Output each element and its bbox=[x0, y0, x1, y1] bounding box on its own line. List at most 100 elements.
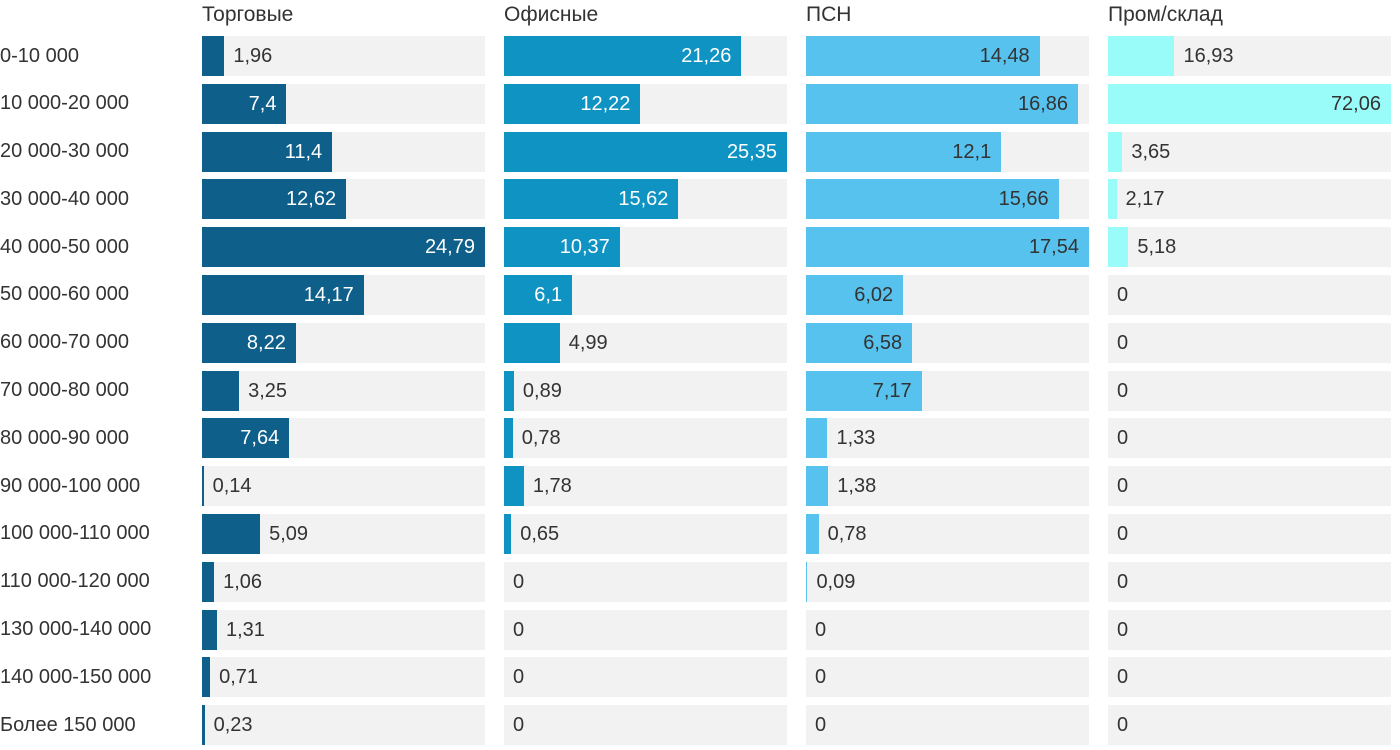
chart-row: 140 000-150 000 0,71 0 0 0 bbox=[0, 657, 1400, 698]
category-label: 10 000-20 000 bbox=[0, 92, 130, 115]
value-label: 0 bbox=[1117, 522, 1129, 545]
bar-track: 0 bbox=[504, 657, 787, 698]
value-label: 10,37 bbox=[559, 236, 610, 259]
bar-track: 0,78 bbox=[806, 513, 1089, 554]
value-label: 0 bbox=[815, 666, 827, 689]
value-label: 0,78 bbox=[521, 427, 561, 450]
bar bbox=[806, 227, 1089, 268]
bar bbox=[202, 657, 211, 698]
bar-track: 16,93 bbox=[1108, 36, 1391, 76]
bar-track: 0 bbox=[1108, 466, 1391, 507]
bar bbox=[1108, 131, 1123, 172]
bar-track: 0 bbox=[1108, 370, 1391, 411]
bar bbox=[806, 370, 922, 411]
bar-track: 3,65 bbox=[1108, 131, 1391, 172]
header-spacer bbox=[0, 0, 202, 36]
bar-track: 6,58 bbox=[806, 322, 1089, 363]
value-label: 0 bbox=[1117, 427, 1129, 450]
category-label: 130 000-140 000 bbox=[0, 618, 152, 641]
bar-track: 0 bbox=[1108, 657, 1391, 698]
value-label: 12,62 bbox=[286, 188, 337, 211]
bar bbox=[806, 131, 1002, 172]
bar bbox=[806, 179, 1059, 220]
bar-track: 0 bbox=[806, 609, 1089, 650]
bar bbox=[806, 466, 829, 507]
bar-track: 16,86 bbox=[806, 83, 1089, 124]
bar bbox=[504, 274, 573, 315]
value-label: 0 bbox=[1117, 714, 1129, 737]
value-label: 7,64 bbox=[240, 427, 280, 450]
bar bbox=[504, 227, 620, 268]
value-label: 1,06 bbox=[223, 570, 263, 593]
column-header-psn: ПСН bbox=[806, 3, 852, 26]
value-label: 14,48 bbox=[979, 45, 1030, 67]
column-headers: Торговые Офисные ПСН Пром/склад bbox=[0, 0, 1400, 36]
value-label: 4,99 bbox=[568, 331, 608, 354]
bar bbox=[202, 466, 204, 507]
bar bbox=[504, 513, 512, 554]
value-label: 1,78 bbox=[532, 475, 572, 498]
category-label: 20 000-30 000 bbox=[0, 140, 130, 163]
bar-track: 17,54 bbox=[806, 227, 1089, 268]
bar-track: 0 bbox=[1108, 609, 1391, 650]
category-label: 80 000-90 000 bbox=[0, 426, 130, 449]
bar bbox=[504, 131, 787, 172]
bar bbox=[1108, 227, 1129, 268]
bar bbox=[504, 370, 514, 411]
bar-track: 12,62 bbox=[202, 179, 485, 220]
bar bbox=[504, 179, 679, 220]
bar-track: 7,64 bbox=[202, 418, 485, 459]
bar-track: 10,37 bbox=[504, 227, 787, 268]
bar-track: 1,96 bbox=[202, 36, 485, 76]
bar-track: 12,1 bbox=[806, 131, 1089, 172]
bar-track: 14,17 bbox=[202, 274, 485, 315]
value-label: 0,78 bbox=[827, 522, 867, 545]
bar bbox=[504, 36, 742, 76]
bar-track: 0,78 bbox=[504, 418, 787, 459]
bar-track: 8,22 bbox=[202, 322, 485, 363]
bar-track: 6,02 bbox=[806, 274, 1089, 315]
bar bbox=[504, 418, 513, 459]
bar bbox=[202, 274, 364, 315]
bar-track: 25,35 bbox=[504, 131, 787, 172]
bar bbox=[504, 466, 524, 507]
bar-track: 0 bbox=[1108, 418, 1391, 459]
value-label: 0 bbox=[1117, 379, 1129, 402]
column-header-prom-sklad: Пром/склад bbox=[1108, 3, 1223, 26]
value-label: 0 bbox=[815, 618, 827, 641]
bar-track: 1,33 bbox=[806, 418, 1089, 459]
bar-track: 1,31 bbox=[202, 609, 485, 650]
category-label: 30 000-40 000 bbox=[0, 187, 130, 210]
chart-row: Более 150 000 0,23 0 0 0 bbox=[0, 705, 1400, 746]
bar-track: 0 bbox=[1108, 322, 1391, 363]
bar-track: 0,89 bbox=[504, 370, 787, 411]
bar-track: 0 bbox=[806, 705, 1089, 746]
bar-track: 0 bbox=[806, 657, 1089, 698]
chart-row: 50 000-60 000 14,17 6,1 6,02 0 bbox=[0, 274, 1400, 315]
value-label: 72,06 bbox=[1330, 92, 1381, 115]
bar-track: 11,4 bbox=[202, 131, 485, 172]
chart-row: 90 000-100 000 0,14 1,78 1,38 0 bbox=[0, 466, 1400, 507]
value-label: 5,09 bbox=[269, 522, 309, 545]
category-label: 90 000-100 000 bbox=[0, 474, 141, 497]
category-label: 0-10 000 bbox=[0, 44, 79, 67]
bar-track: 2,17 bbox=[1108, 179, 1391, 220]
bar-track: 0,23 bbox=[202, 705, 485, 746]
value-label: 7,4 bbox=[248, 92, 277, 115]
bar bbox=[806, 36, 1040, 76]
value-label: 11,4 bbox=[284, 140, 323, 163]
value-label: 0 bbox=[1117, 331, 1129, 354]
bar-track: 1,38 bbox=[806, 466, 1089, 507]
category-label: 40 000-50 000 bbox=[0, 235, 130, 258]
bar bbox=[202, 131, 333, 172]
value-label: 14,17 bbox=[303, 283, 354, 306]
chart-row: 40 000-50 000 24,79 10,37 17,54 5,18 bbox=[0, 227, 1400, 268]
value-label: 1,38 bbox=[837, 475, 877, 498]
bar-track: 7,17 bbox=[806, 370, 1089, 411]
value-label: 0,14 bbox=[212, 475, 252, 498]
category-label: 50 000-60 000 bbox=[0, 283, 130, 306]
bar bbox=[202, 322, 296, 363]
bar-track: 0,09 bbox=[806, 561, 1089, 602]
column-header-ofisnye: Офисные bbox=[504, 3, 599, 26]
